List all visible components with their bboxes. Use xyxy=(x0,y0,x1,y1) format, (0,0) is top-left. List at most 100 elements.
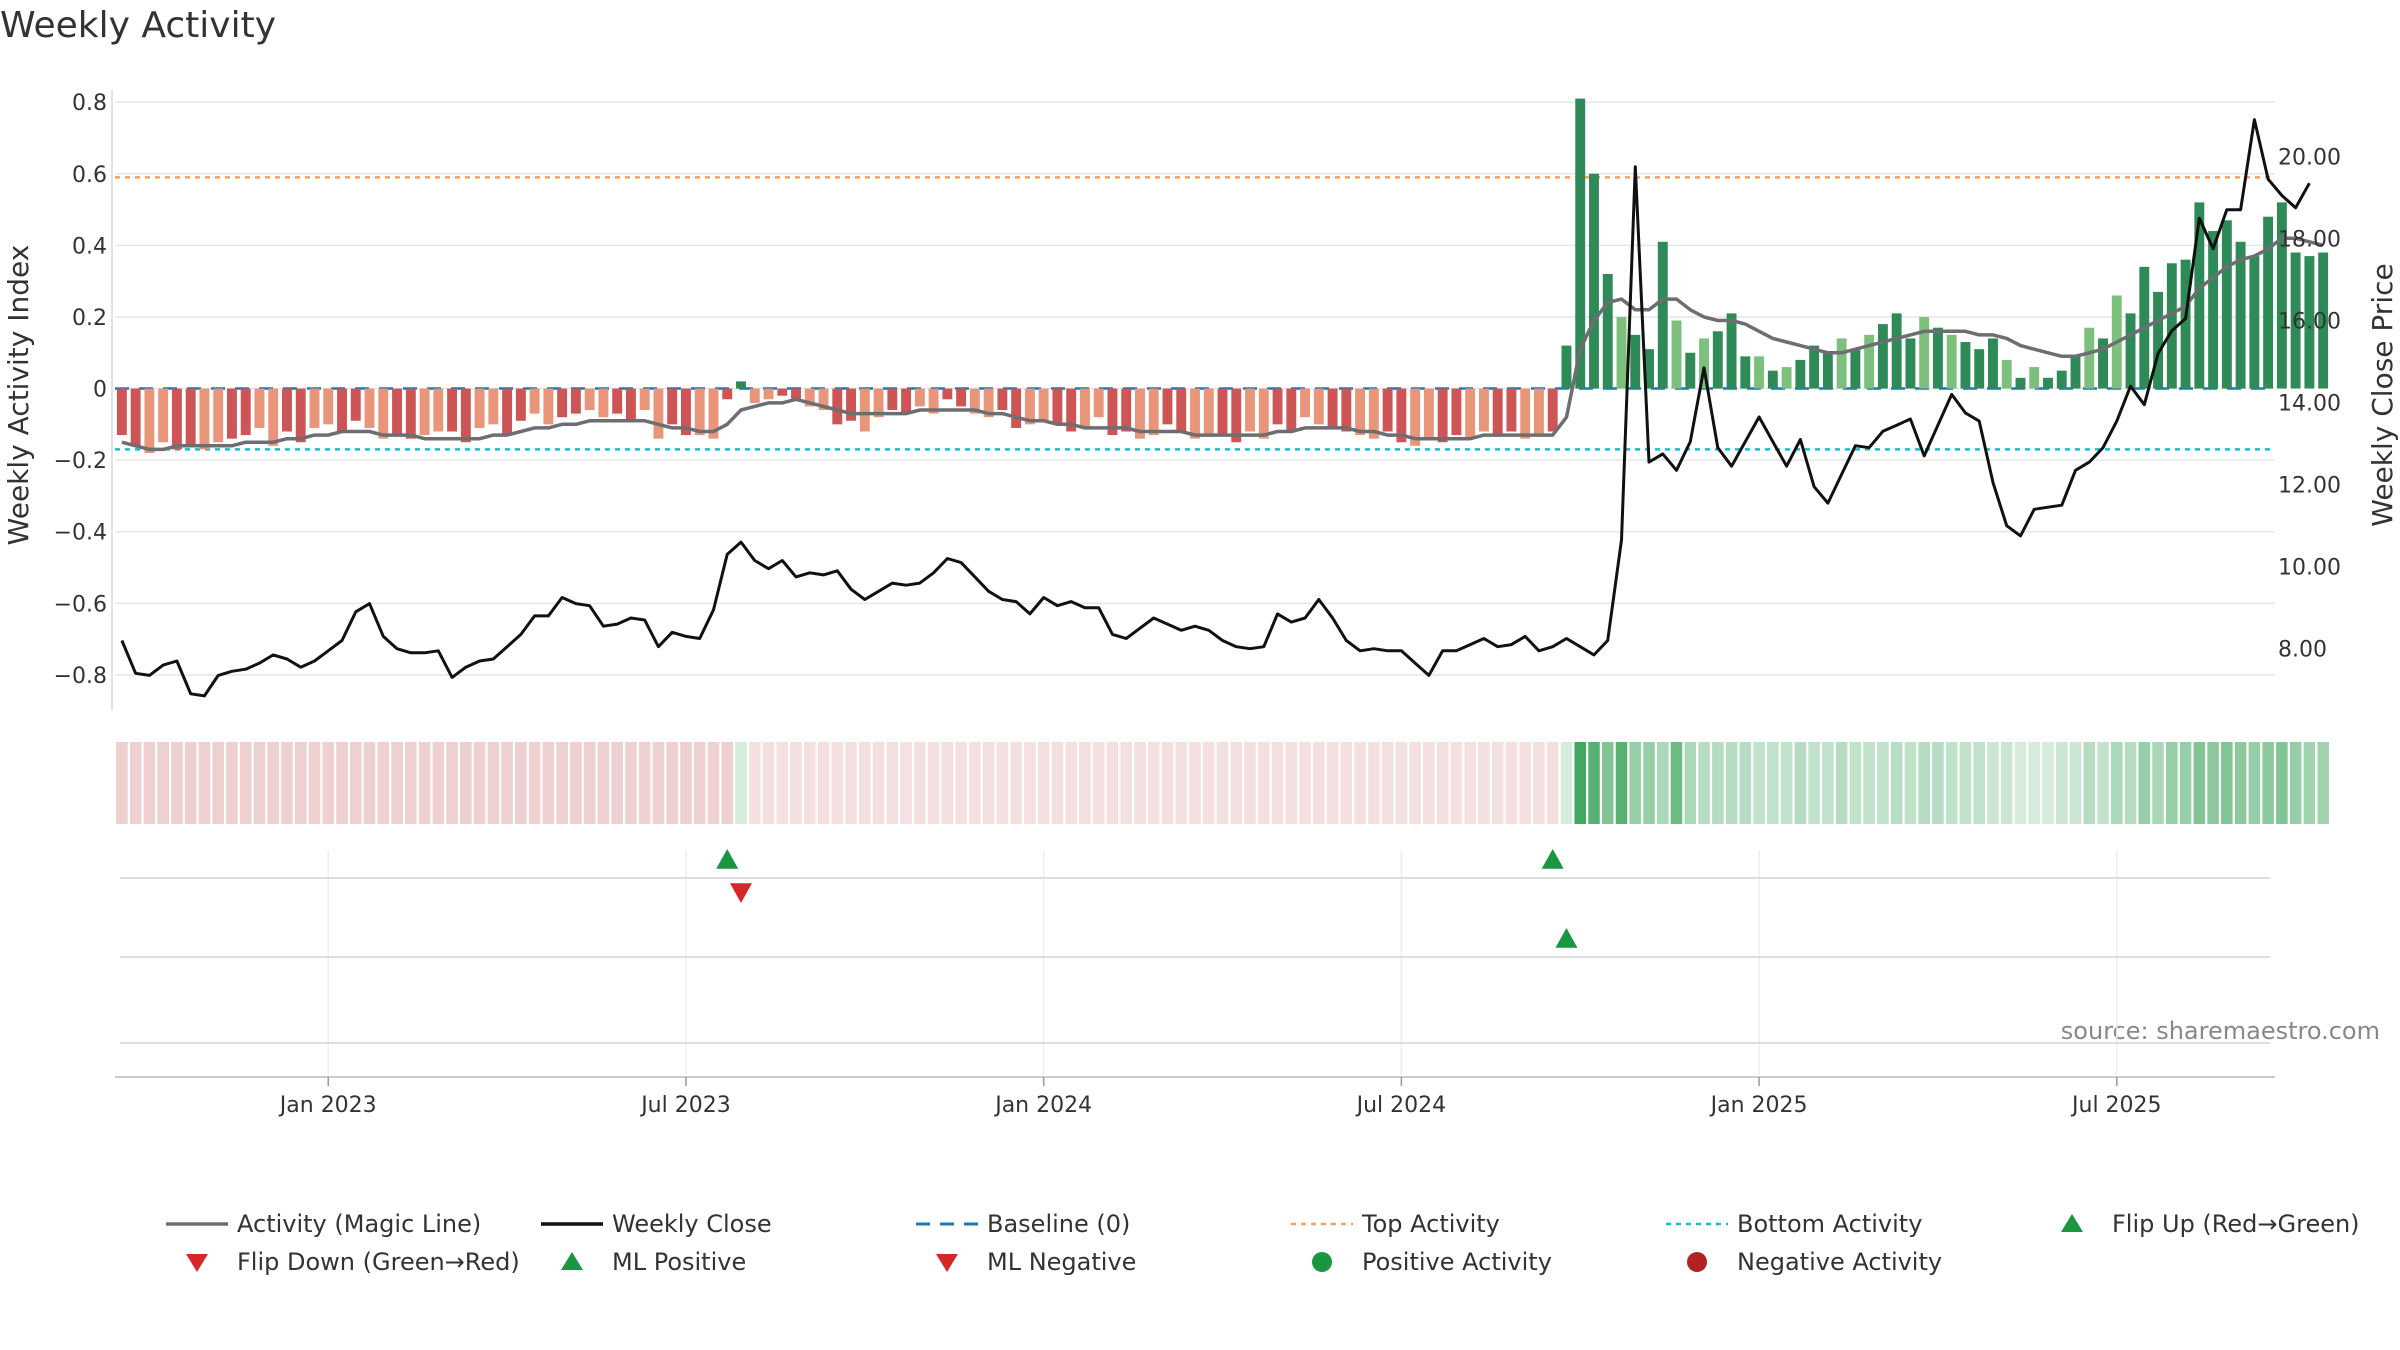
activity-bar xyxy=(1024,388,1035,425)
activity-bar xyxy=(956,388,967,407)
activity-bar xyxy=(2015,377,2026,389)
strip-cell xyxy=(556,742,568,824)
strip-cell xyxy=(129,742,142,824)
legend-label: Weekly Close xyxy=(612,1210,772,1238)
strip-cell xyxy=(1381,742,1394,824)
strip-cell xyxy=(2179,742,2192,824)
activity-bar xyxy=(804,388,815,407)
activity-bar xyxy=(777,388,788,396)
strip-cell xyxy=(1505,742,1518,824)
strip-cell xyxy=(1285,742,1298,824)
y2-tick-label: 8.00 xyxy=(2278,638,2327,663)
activity-bar xyxy=(1162,388,1173,425)
strip-cell xyxy=(2221,742,2233,824)
activity-bar xyxy=(1327,388,1338,428)
strip-cell xyxy=(1271,742,1284,824)
activity-bar xyxy=(2276,202,2287,389)
activity-bar xyxy=(859,388,870,432)
legend-item: Bottom Activity xyxy=(1666,1210,1922,1238)
strip-cell xyxy=(515,742,527,824)
activity-bar xyxy=(1836,338,1847,389)
strip-cell xyxy=(693,742,706,824)
activity-bar xyxy=(914,388,925,407)
activity-bar xyxy=(667,388,678,425)
strip-cell xyxy=(1258,742,1270,824)
activity-bar xyxy=(1822,352,1833,389)
strip-cell xyxy=(1436,742,1449,824)
activity-bars xyxy=(116,98,2329,453)
strip-cell xyxy=(2166,742,2178,824)
strip-cell xyxy=(583,742,596,824)
x-tick-label: Jul 2024 xyxy=(1355,1093,1447,1118)
strip-cell xyxy=(2138,742,2151,824)
activity-bar xyxy=(529,388,540,414)
activity-bar xyxy=(2001,359,2012,389)
x-tick-label: Jan 2023 xyxy=(278,1093,377,1118)
strip-cell xyxy=(2083,742,2096,824)
strip-cell xyxy=(817,742,830,824)
activity-bar xyxy=(1988,338,1998,389)
strip-cell xyxy=(1079,742,1091,824)
strip-cell xyxy=(721,742,734,824)
activity-bar xyxy=(1589,173,1599,389)
activity-bar xyxy=(1135,388,1145,439)
activity-bar xyxy=(1190,388,1200,439)
activity-bar xyxy=(1671,320,1682,389)
activity-bar xyxy=(295,388,306,443)
activity-bar xyxy=(1946,334,1957,389)
strip-cell xyxy=(1491,742,1504,824)
activity-bar xyxy=(2056,370,2067,389)
strip-cell xyxy=(1423,742,1435,824)
strip-cell xyxy=(349,742,362,824)
chart-title: Weekly Activity xyxy=(0,5,276,46)
activity-bar xyxy=(1974,349,1985,389)
strip-cell xyxy=(996,742,1009,824)
strip-cell xyxy=(1519,742,1531,824)
strip-cell xyxy=(2262,742,2274,824)
activity-bar xyxy=(1932,327,1943,389)
activity-bar xyxy=(515,388,526,421)
activity-bar xyxy=(2084,327,2095,389)
legend-item: Positive Activity xyxy=(1312,1248,1552,1276)
strip-cell xyxy=(1601,742,1614,824)
activity-bar xyxy=(557,388,568,418)
strip-cell xyxy=(1780,742,1793,824)
legend-item: Flip Up (Red→Green) xyxy=(2061,1210,2360,1238)
activity-bar xyxy=(1355,388,1366,436)
legend-label: Bottom Activity xyxy=(1737,1210,1922,1238)
strip-cell xyxy=(803,742,816,824)
strip-cell xyxy=(1588,742,1600,824)
strip-cell xyxy=(1299,742,1311,824)
activity-bar xyxy=(1575,98,1586,389)
strip-cell xyxy=(625,742,637,824)
activity-bar xyxy=(543,388,554,425)
activity-bar xyxy=(983,388,994,418)
activity-bar xyxy=(1919,316,1930,389)
y-tick-label: 0.6 xyxy=(72,163,107,188)
activity-bar xyxy=(1410,388,1421,446)
activity-bar xyxy=(2221,220,2232,389)
strip-cell xyxy=(322,742,335,824)
strip-cell xyxy=(363,742,376,824)
activity-bar xyxy=(1286,388,1297,432)
strip-cell xyxy=(1175,742,1188,824)
strip-cell xyxy=(2097,742,2109,824)
strip-cell xyxy=(1340,742,1353,824)
legend-label: Positive Activity xyxy=(1362,1248,1552,1276)
legend-label: ML Negative xyxy=(987,1248,1136,1276)
strip-cell xyxy=(1794,742,1807,824)
activity-bar xyxy=(1437,388,1448,443)
activity-bar xyxy=(2029,367,2040,389)
strip-cell xyxy=(487,742,500,824)
strip-cell xyxy=(2000,742,2013,824)
strip-cell xyxy=(1918,742,1930,824)
activity-bar xyxy=(158,388,169,443)
activity-bar xyxy=(1712,331,1723,389)
strip-cell xyxy=(473,742,486,824)
strip-cell xyxy=(969,742,981,824)
strip-cell xyxy=(418,742,431,824)
activity-bar xyxy=(474,388,485,428)
legend-triangle-up-icon xyxy=(2061,1214,2083,1232)
